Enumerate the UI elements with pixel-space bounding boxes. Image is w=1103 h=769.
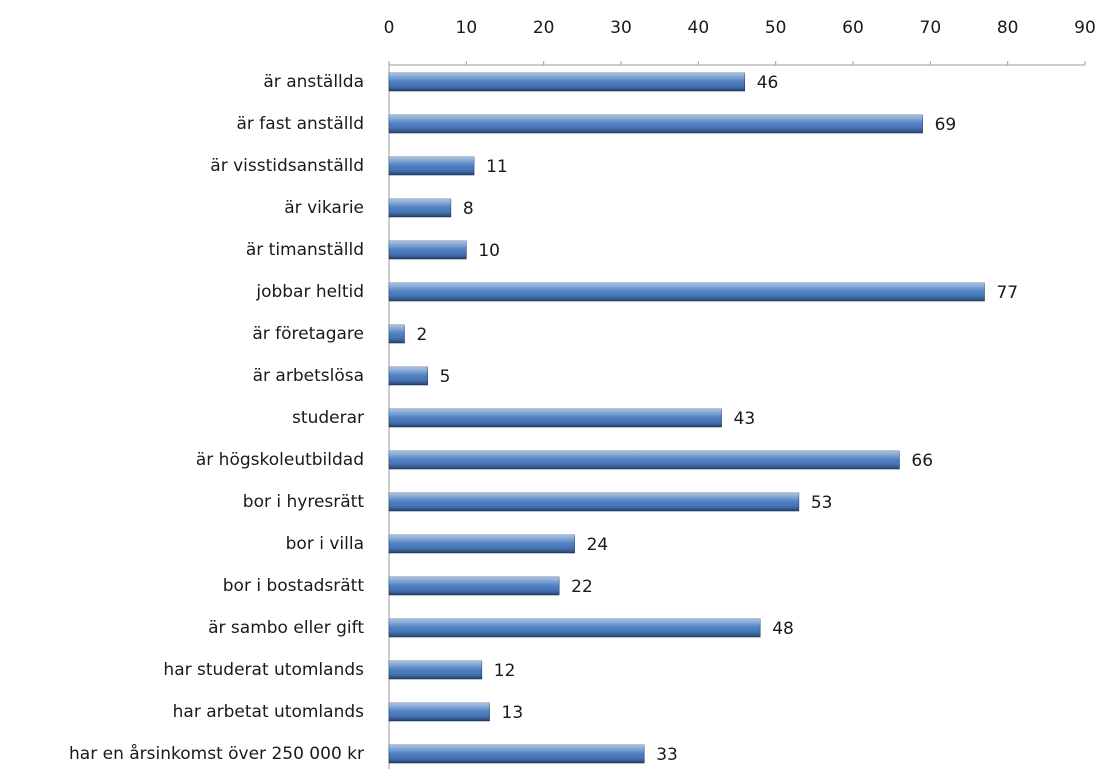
x-tick-label: 20 [533,18,555,38]
x-tick-label: 0 [384,18,395,38]
x-tick-label: 80 [997,18,1019,38]
bar [388,240,467,260]
bar [388,282,985,302]
y-tick-label: är vikarie [284,198,364,218]
data-label: 12 [494,661,516,681]
x-tick-label: 60 [842,18,864,38]
data-label: 33 [656,745,678,765]
y-tick-label: studerar [292,408,364,428]
bar [388,534,575,554]
y-tick-label: är arbetslösa [253,366,364,386]
bar [388,72,746,92]
y-tick-label: bor i bostadsrätt [223,576,365,596]
data-label: 2 [416,325,427,345]
y-tick-label: är anställda [263,72,364,92]
y-tick-label: är visstidsanställd [210,156,364,176]
y-tick-label: bor i hyresrätt [243,492,365,512]
data-label: 46 [757,73,779,93]
y-tick-label: är fast anställd [236,114,364,134]
x-tick-label: 30 [610,18,632,38]
y-tick-label: har arbetat utomlands [173,702,365,722]
y-tick-label: är företagare [252,324,364,344]
data-label: 43 [734,409,756,429]
bar [388,114,923,134]
bar [388,576,560,596]
bar [388,702,490,722]
y-tick-label: har en årsinkomst över 250 000 kr [69,743,364,764]
bar [388,366,428,386]
x-tick-label: 10 [456,18,478,38]
bar [388,450,900,470]
x-tick-label: 90 [1074,18,1096,38]
bar [388,618,761,638]
data-label: 13 [502,703,524,723]
bar [388,324,405,344]
data-label: 10 [478,241,500,261]
data-label: 22 [571,577,593,597]
data-label: 77 [996,283,1018,303]
bar [388,492,800,512]
y-tick-label: bor i villa [286,534,364,554]
data-label: 66 [911,451,933,471]
y-tick-label: är sambo eller gift [208,618,364,638]
bar [388,156,475,176]
y-tick-label: är högskoleutbildad [196,450,364,470]
data-label: 8 [463,199,474,219]
y-tick-label: jobbar heltid [255,282,364,302]
bar [388,660,483,680]
data-label: 5 [440,367,451,387]
data-label: 48 [772,619,794,639]
x-tick-label: 50 [765,18,787,38]
bar [388,744,645,764]
y-tick-label: har studerat utomlands [163,660,364,680]
x-tick-label: 70 [920,18,942,38]
data-label: 69 [935,115,957,135]
x-tick-label: 40 [688,18,710,38]
data-label: 53 [811,493,833,513]
bar [388,408,722,428]
data-label: 11 [486,157,508,177]
data-label: 24 [587,535,609,555]
y-tick-label: är timanställd [246,240,364,260]
bar [388,198,452,218]
